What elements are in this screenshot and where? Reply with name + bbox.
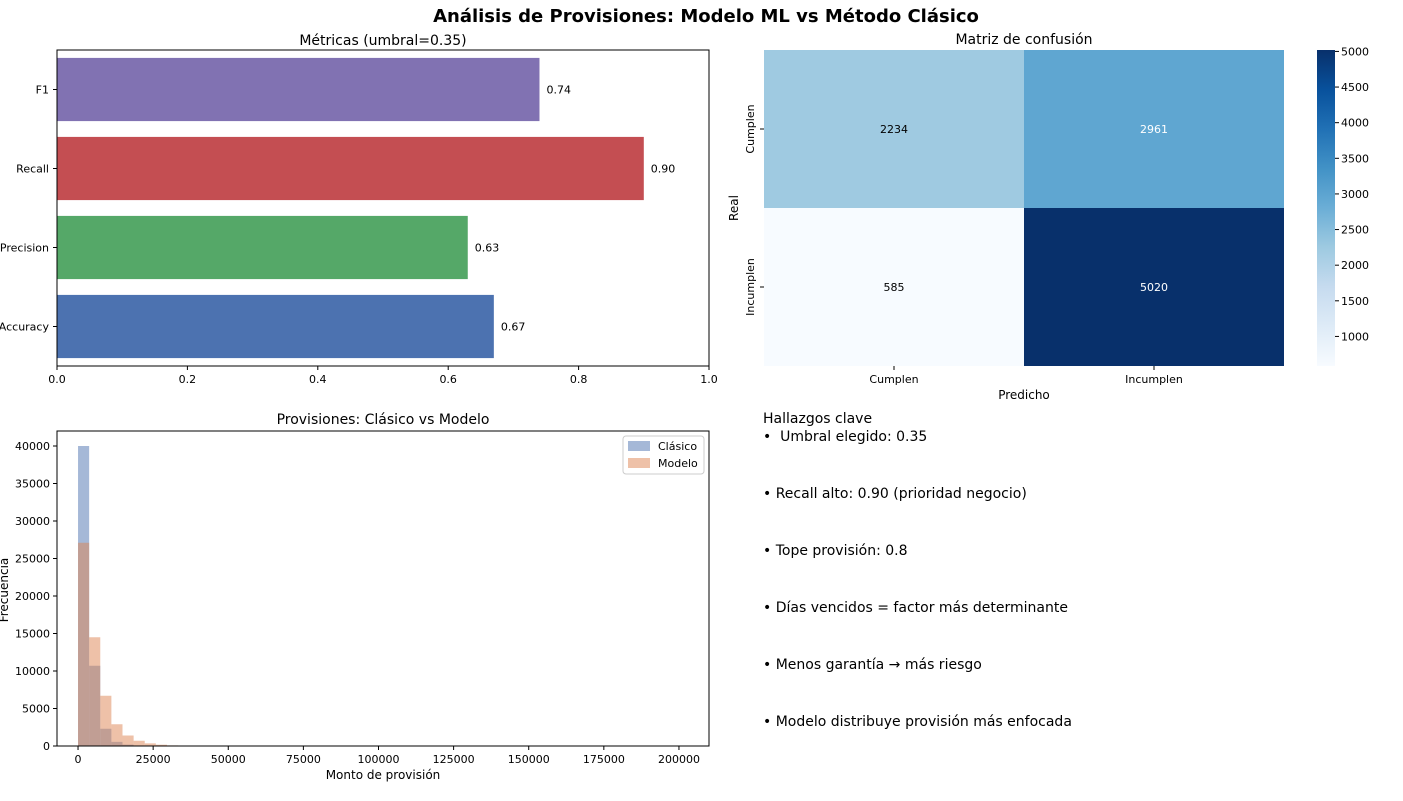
y-tick-label: 5000 [22,703,50,716]
colorbar-tick-label: 3000 [1341,188,1369,201]
histogram-bar [100,695,112,746]
y-tick-label: 15000 [15,628,50,641]
histogram-xlabel: Monto de provisión [326,768,441,782]
histogram-bar [155,744,167,746]
y-tick-label: Cumplen [744,104,757,153]
heatmap-cell-value: 2961 [1140,123,1168,136]
x-tick-label: 0.2 [179,373,197,386]
x-tick-label: 0.8 [570,373,588,386]
metric-value-label: 0.67 [501,321,525,334]
y-tick-label: Incumplen [744,258,757,316]
histogram-bar [78,542,90,746]
finding-item: • Días vencidos = factor más determinant… [763,600,1068,616]
colorbar-tick-label: 1500 [1341,295,1369,308]
x-tick-label: 175000 [583,753,625,766]
histogram-legend: Clásico Modelo [622,435,705,475]
histogram-bar [122,735,134,746]
legend-label-modelo: Modelo [658,457,698,470]
y-tick-label: F1 [36,84,49,97]
x-tick-label: 0 [75,753,82,766]
y-tick-label: Precision [0,242,49,255]
figure-title: Análisis de Provisiones: Modelo ML vs Mé… [433,6,979,27]
y-tick-label: 40000 [15,440,50,453]
x-tick-label: 0.4 [309,373,327,386]
colorbar-tick-label: 5000 [1341,45,1369,58]
y-tick-label: 30000 [15,515,50,528]
legend-swatch-modelo [628,458,650,468]
metric-bar [57,294,494,359]
y-tick-label: 20000 [15,590,50,603]
y-tick-label: Recall [16,163,49,176]
histogram-bar [111,724,123,746]
histogram-ylabel: Frecuencia [0,558,11,623]
x-tick-label: Incumplen [1125,373,1183,386]
metric-value-label: 0.74 [546,84,571,97]
y-tick-label: 0 [43,740,50,753]
histogram-bar [144,743,156,746]
metric-bar [57,57,540,122]
heatmap-cell [1024,208,1284,366]
finding-item: • Modelo distribuye provisión más enfoca… [763,714,1072,730]
histogram-bar [89,637,101,746]
x-tick-label: 100000 [357,753,399,766]
y-tick-label: 25000 [15,553,50,566]
heatmap-cell-value: 2234 [880,123,908,136]
x-tick-label: 50000 [211,753,246,766]
provision-histogram: Provisiones: Clásico vs Modelo 0 25000 500… [0,412,710,782]
x-tick-label: Cumplen [869,373,918,386]
findings-list: • Umbral elegido: 0.35 • Recall alto: 0.… [763,428,1363,770]
colorbar-tick-label: 1000 [1341,330,1369,343]
heatmap-cell [1024,50,1284,208]
y-tick-label: 35000 [15,478,50,491]
histogram-bar [133,740,145,746]
colorbar-tick-label: 2000 [1341,259,1369,272]
x-tick-label: 0.0 [48,373,66,386]
metric-value-label: 0.90 [651,163,676,176]
histogram-title: Provisiones: Clásico vs Modelo [277,412,490,428]
colorbar-tick-label: 4500 [1341,81,1369,94]
legend-label-clasico: Clásico [658,440,697,453]
heatmap-cell-value: 585 [884,281,905,294]
x-tick-label: 75000 [286,753,321,766]
colorbar-tick-label: 3500 [1341,152,1369,165]
key-findings-panel: Hallazgos clave • Umbral elegido: 0.35 •… [763,410,1363,770]
legend-swatch-clasico [628,441,650,451]
metrics-chart-title: Métricas (umbral=0.35) [299,33,466,49]
finding-item: • Menos garantía → más riesgo [763,657,982,673]
x-tick-label: 1.0 [700,373,718,386]
colorbar-tick-label: 4000 [1341,117,1369,130]
colorbar [1317,50,1335,366]
heatmap-cell [764,50,1024,208]
metrics-axes-frame [56,49,710,367]
x-tick-label: 0.6 [439,373,457,386]
x-tick-label: 125000 [433,753,475,766]
metric-bar [57,215,468,280]
metrics-bar-chart: Métricas (umbral=0.35) 0.670.630.900.74 … [0,33,718,386]
confusion-matrix-title: Matriz de confusión [955,32,1092,48]
x-tick-label: 150000 [508,753,550,766]
heatmap-ylabel: Real [727,195,741,221]
heatmap-cell [764,208,1024,366]
y-tick-label: Accuracy [0,321,49,334]
metric-value-label: 0.63 [475,242,500,255]
x-tick-label: 200000 [658,753,700,766]
finding-item: • Recall alto: 0.90 (prioridad negocio) [763,486,1027,502]
findings-title: Hallazgos clave [763,411,873,427]
metric-bar [57,136,644,201]
colorbar-tick-label: 2500 [1341,224,1369,237]
histogram-axes-frame [56,430,710,747]
finding-item: • Umbral elegido: 0.35 [763,429,928,445]
finding-item: • Tope provisión: 0.8 [763,543,908,559]
heatmap-xlabel: Predicho [998,388,1050,402]
y-tick-label: 10000 [15,665,50,678]
x-tick-label: 25000 [136,753,171,766]
confusion-matrix-heatmap: Matriz de confusión 2234 2961 585 5020 Cump… [727,32,1369,402]
heatmap-cell-value: 5020 [1140,281,1168,294]
